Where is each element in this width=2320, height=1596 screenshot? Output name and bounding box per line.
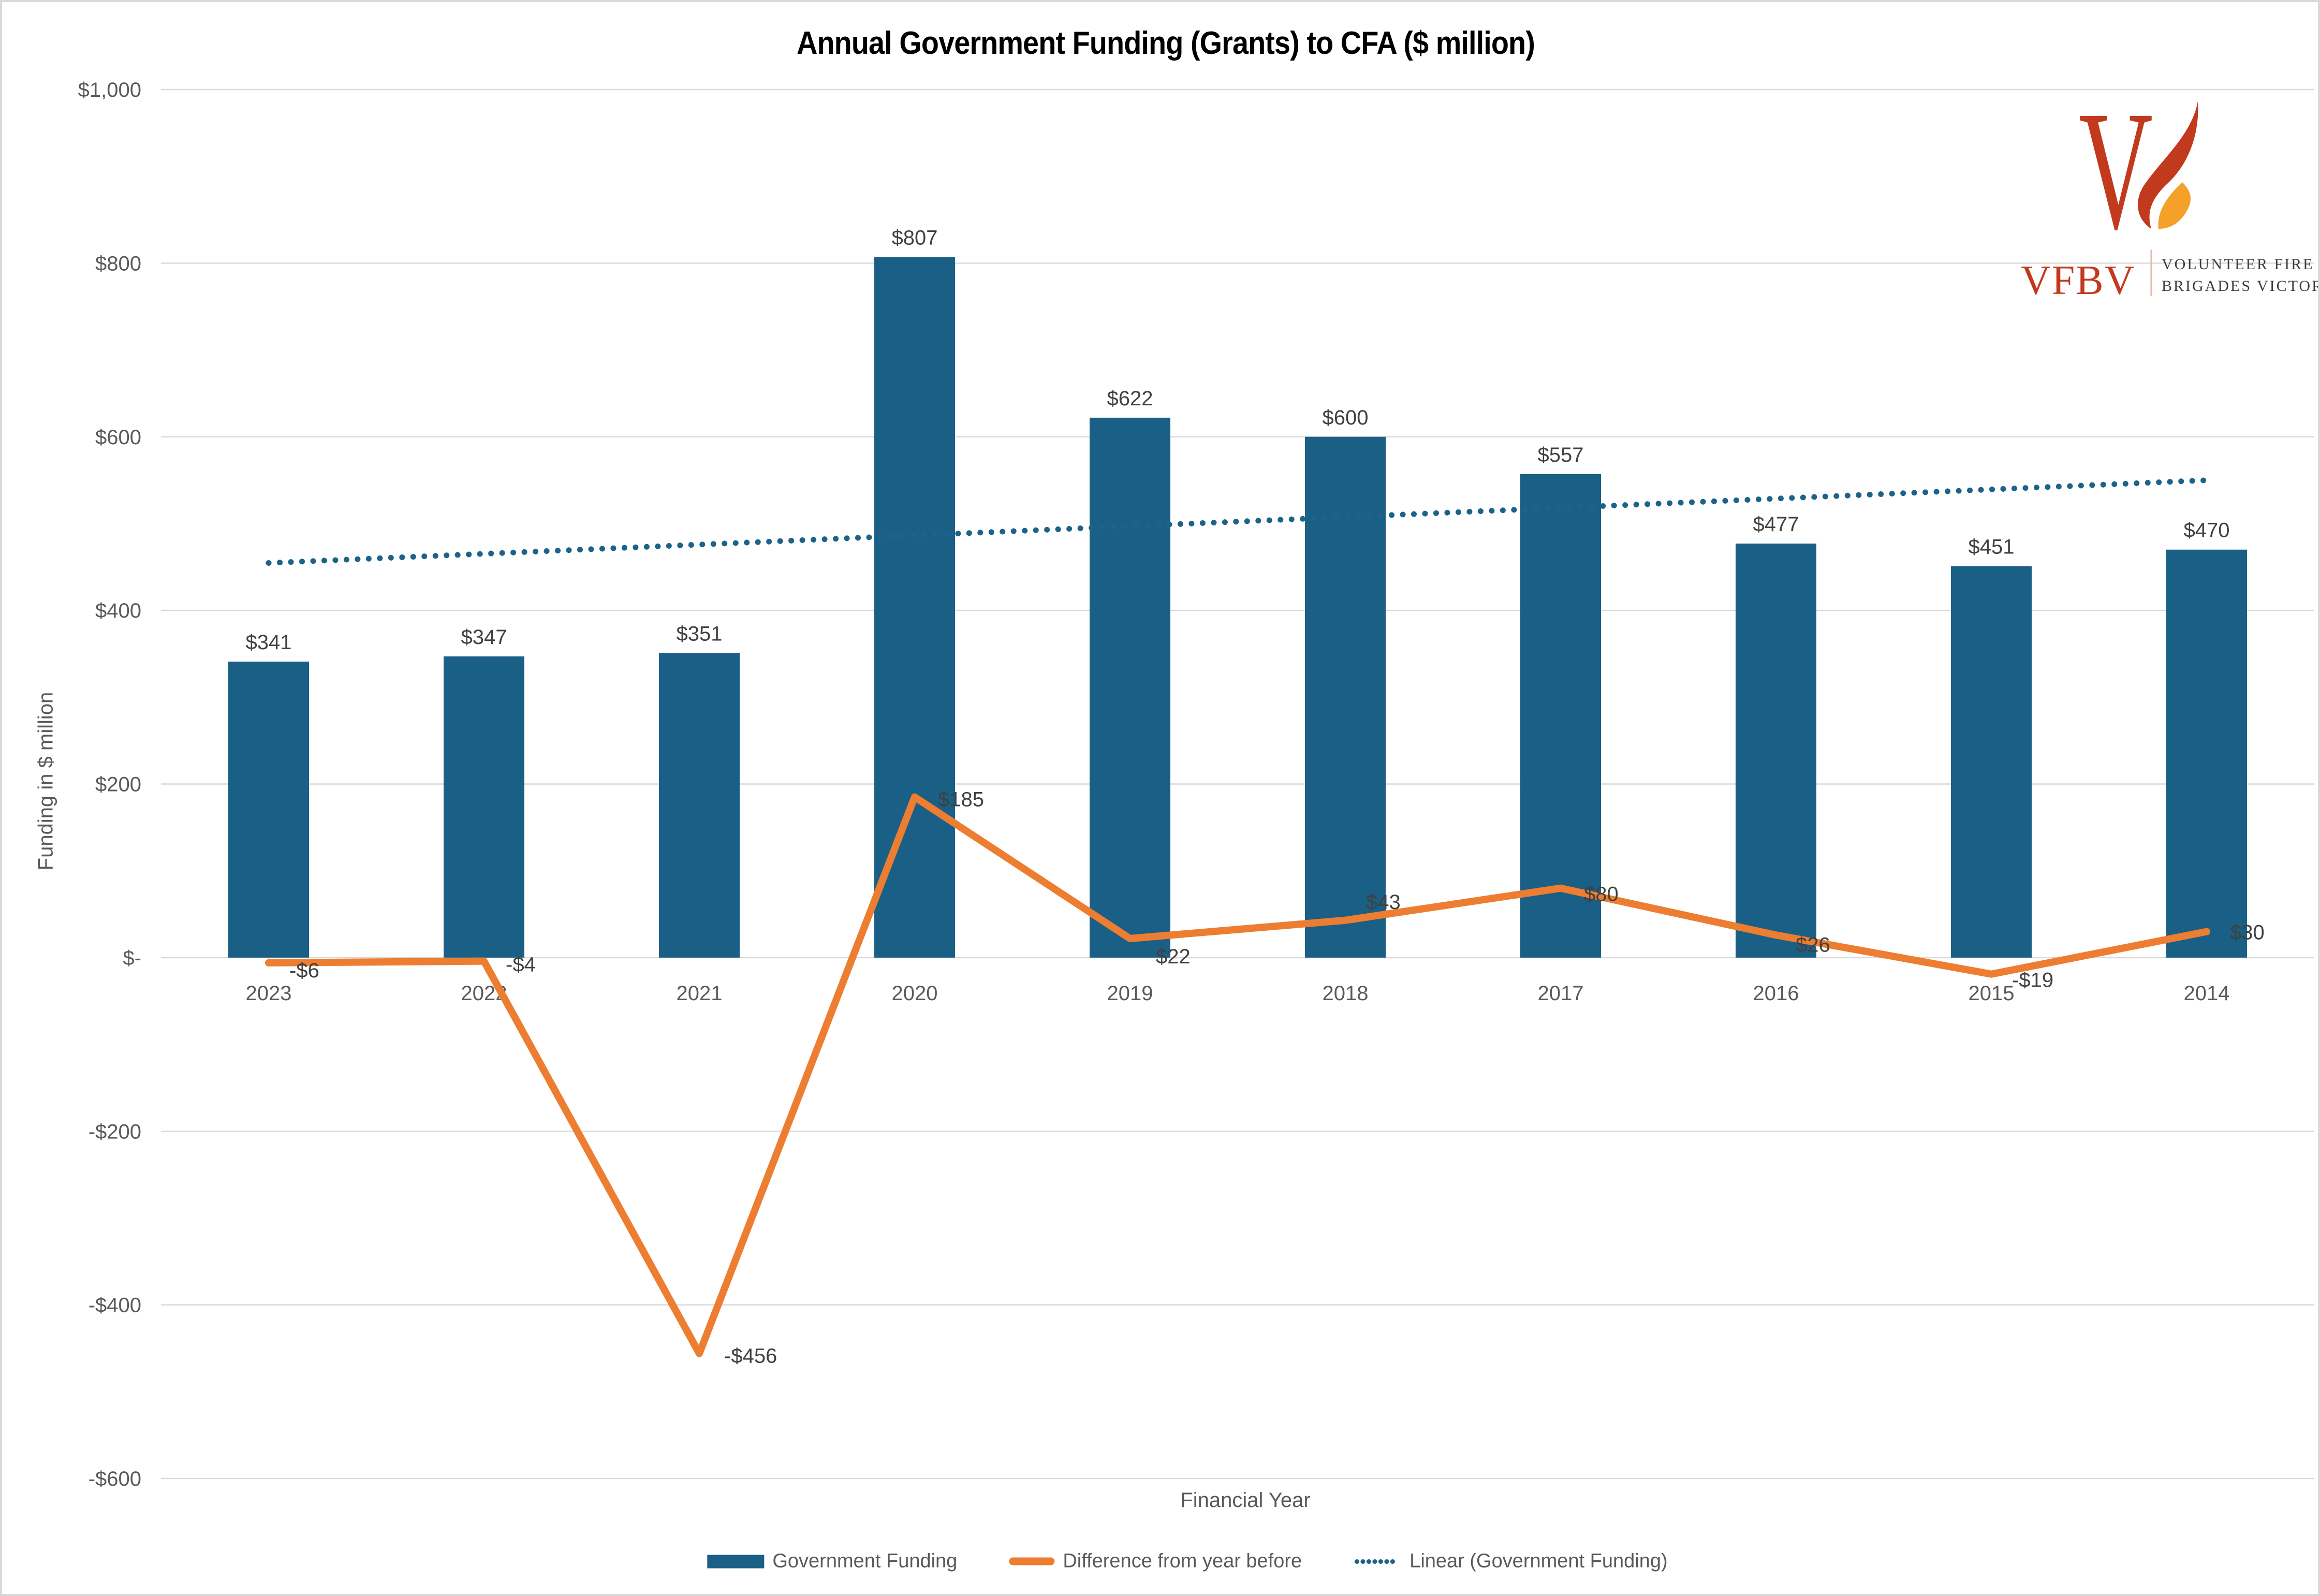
diff-value-label: $22 (1156, 945, 1191, 968)
y-axis-title: Funding in $ million (34, 692, 57, 871)
y-tick-label: $- (123, 947, 141, 970)
y-tick-label: -$400 (89, 1294, 141, 1317)
bar-value-label: $600 (1323, 406, 1369, 429)
legend-item-trendline: Linear (Government Funding) (1354, 1550, 1668, 1573)
vfbv-logo: V VFBV VOLUNTEER FIRE BRIGADES VICTORIA (2001, 98, 2318, 305)
trend-line (266, 477, 2210, 566)
legend-swatch-bar (707, 1555, 765, 1568)
bar-value-label: $477 (1753, 513, 1799, 536)
logo-v-mark: V (2079, 98, 2153, 265)
x-axis-title: Financial Year (1180, 1489, 1311, 1512)
x-tick-label-2019: 2019 (1107, 982, 1153, 1005)
diff-value-label: -$4 (506, 954, 536, 976)
diff-value-label: $26 (1796, 933, 1830, 956)
bar-2021 (659, 653, 740, 958)
bar-2016 (1736, 544, 1816, 958)
bar-2018 (1305, 436, 1386, 958)
bar-value-label: $807 (892, 227, 938, 250)
diff-value-label: $80 (1584, 883, 1619, 906)
bar-value-label: $341 (246, 631, 292, 654)
x-tick-label-2018: 2018 (1323, 982, 1369, 1005)
y-tick-label: $400 (95, 599, 141, 622)
x-tick-label-2015: 2015 (1969, 982, 2015, 1005)
bar-2015 (1951, 566, 2032, 958)
legend-label-government-funding: Government Funding (772, 1550, 958, 1572)
logo-acronym: VFBV (2021, 258, 2135, 303)
bar-value-label: $622 (1107, 387, 1153, 410)
bar-2014 (2166, 549, 2247, 958)
legend-swatch-line (1009, 1557, 1055, 1565)
y-tick-label: -$600 (89, 1468, 141, 1490)
x-tick-label-2017: 2017 (1538, 982, 1584, 1005)
legend: Government Funding Difference from year … (707, 1550, 1668, 1573)
legend-swatch-dotted (1354, 1559, 1401, 1564)
diff-value-label: $185 (938, 788, 984, 811)
diff-value-label: -$456 (724, 1345, 777, 1368)
diff-value-label: $43 (1366, 891, 1401, 914)
x-tick-label-2023: 2023 (246, 982, 292, 1005)
bar-value-label: $451 (1969, 536, 2015, 559)
bar-value-label: $557 (1538, 444, 1584, 466)
bar-value-label: $470 (2184, 519, 2230, 542)
diff-value-label: -$19 (2012, 969, 2053, 992)
bar-2019 (1090, 417, 1170, 958)
bar-2022 (444, 656, 524, 958)
bar-2017 (1520, 474, 1601, 958)
bar-2023 (228, 662, 309, 958)
y-tick-label: $200 (95, 773, 141, 796)
y-tick-label: $800 (95, 252, 141, 275)
y-tick-label: -$200 (89, 1120, 141, 1143)
logo-name-line1: VOLUNTEER FIRE (2162, 256, 2314, 273)
diff-line (265, 793, 2210, 1357)
logo-flame-red (2138, 101, 2198, 229)
x-tick-label-2014: 2014 (2184, 982, 2230, 1005)
diff-value-label: $30 (2230, 921, 2265, 944)
legend-label-trendline: Linear (Government Funding) (1409, 1550, 1668, 1572)
logo-name-line2: BRIGADES VICTORIA (2162, 277, 2318, 295)
legend-label-difference: Difference from year before (1063, 1550, 1302, 1572)
diff-value-label: -$6 (289, 959, 319, 982)
x-tick-label-2016: 2016 (1753, 982, 1799, 1005)
x-tick-label-2020: 2020 (892, 982, 938, 1005)
x-tick-label-2021: 2021 (677, 982, 723, 1005)
logo-flame-orange (2158, 182, 2191, 229)
chart-title: Annual Government Funding (Grants) to CF… (797, 25, 1535, 61)
bar-value-label: $351 (677, 622, 723, 645)
bar-2020 (874, 257, 955, 958)
y-tick-label: $600 (95, 426, 141, 449)
y-tick-label: $1,000 (78, 79, 141, 101)
legend-item-difference: Difference from year before (1009, 1550, 1302, 1573)
legend-item-government-funding: Government Funding (707, 1550, 957, 1573)
bar-value-label: $347 (461, 626, 507, 649)
